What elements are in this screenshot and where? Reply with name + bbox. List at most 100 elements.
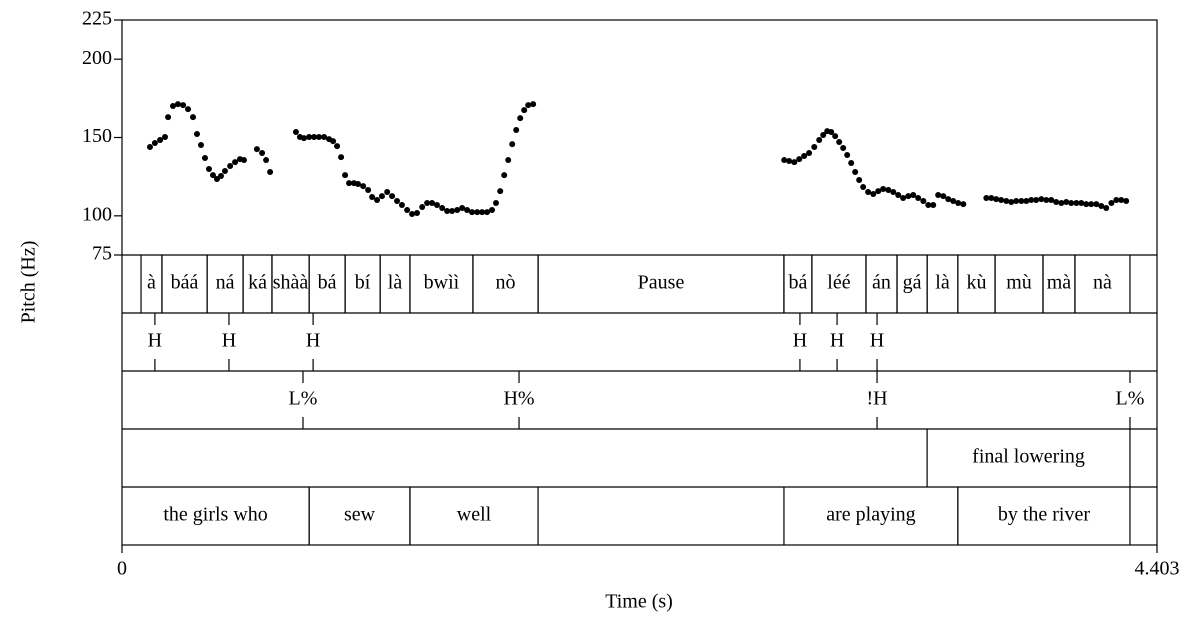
pitch-point [193,131,200,138]
interval-label: final lowering [972,446,1085,468]
pitch-point [444,207,451,214]
pitch-point [983,194,990,201]
pitch-point [414,210,421,217]
pitch-point [848,160,855,167]
pitch-point [1008,199,1015,206]
pitch-point [378,193,385,200]
pitch-point [360,183,367,190]
point-label: L% [289,388,318,410]
interval-label: à [147,272,156,294]
pitch-point [1113,197,1120,204]
point-label: H [793,330,807,352]
pitch-point [1023,197,1030,204]
interval-label: bá [788,272,807,294]
pitch-point [424,199,431,206]
pitch-point [221,168,228,175]
pitch-point [905,193,912,200]
pitch-point [267,168,274,175]
interval-label: kù [966,272,986,294]
pitch-point [993,196,1000,203]
interval-label: the girls who [163,504,267,526]
pitch-point [828,129,835,136]
pitch-point [459,205,466,211]
pitch-point [429,199,436,206]
interval-label: là [935,272,950,294]
y-tick-label: 150 [82,125,112,147]
pitch-point [801,152,808,159]
interval-label: well [457,504,492,526]
pitch-point [488,207,495,214]
pitch-point [998,197,1005,204]
pitch-point [454,207,461,214]
x-axis-label: Time (s) [605,591,673,613]
pitch-point [365,186,372,193]
interval-label: bí [355,272,371,294]
pitch-point [820,131,827,138]
interval-label: nò [496,272,516,294]
pitch-point [300,135,307,142]
pitch-point [292,129,299,136]
pitch-point [1073,199,1080,206]
pitch-point [197,142,204,149]
pitch-point [346,180,353,187]
pitch-point [832,133,839,140]
pitch-point [920,197,927,204]
pitch-point [311,134,318,141]
pitch-point [860,184,867,191]
pitch-point [521,107,528,114]
pitch-point [895,191,902,198]
pitch-point [852,168,859,175]
pitch-point [945,196,952,203]
pitch-point [836,139,843,146]
pitch-point [479,209,486,216]
pitch-point [162,134,169,141]
interval-label: shàà [273,272,309,294]
pitch-point [384,189,391,196]
pitch-point [180,102,187,109]
pitch-point [900,194,907,201]
interval-label: mà [1047,272,1072,294]
interval-label: are playing [826,504,915,526]
pitch-point [315,134,322,141]
pitch-point [1118,197,1125,204]
pitch-point [449,207,456,214]
pitch-point [505,157,512,164]
pitch-point [1028,197,1035,204]
pitch-point [404,207,411,214]
pitch-point [189,114,196,121]
interval-label: là [388,272,403,294]
pitch-point [1053,199,1060,206]
pitch-point [263,157,270,164]
pitch-point [960,201,967,208]
interval-label: án [872,272,891,294]
pitch-point [355,181,362,188]
pitch-point [1038,196,1045,203]
pitch-point [1078,199,1085,206]
pitch-point [1058,199,1065,206]
pitch-point [875,188,882,195]
point-label: H [148,330,162,352]
interval-label: sew [344,504,376,526]
point-label: H [830,330,844,352]
pitch-point [885,186,892,193]
pitch-point [185,106,192,113]
y-axis-label: Pitch (Hz) [18,241,40,324]
pitch-point [484,209,491,216]
pitch-point [227,163,234,170]
pitch-point [157,137,164,144]
pitch-point [781,157,788,164]
pitch-point [259,150,266,157]
pitch-point [865,189,872,196]
pitch-point [342,172,349,179]
interval-label: ká [248,272,267,294]
pitch-point [338,154,345,161]
pitch-point [796,156,803,163]
pitch-point [811,144,818,151]
pitch-point [930,202,937,209]
pitch-point [240,157,247,164]
pitch-point [786,158,793,164]
pitch-point [205,165,212,172]
y-tick-label: 75 [92,243,112,265]
interval-label: báá [171,272,199,294]
